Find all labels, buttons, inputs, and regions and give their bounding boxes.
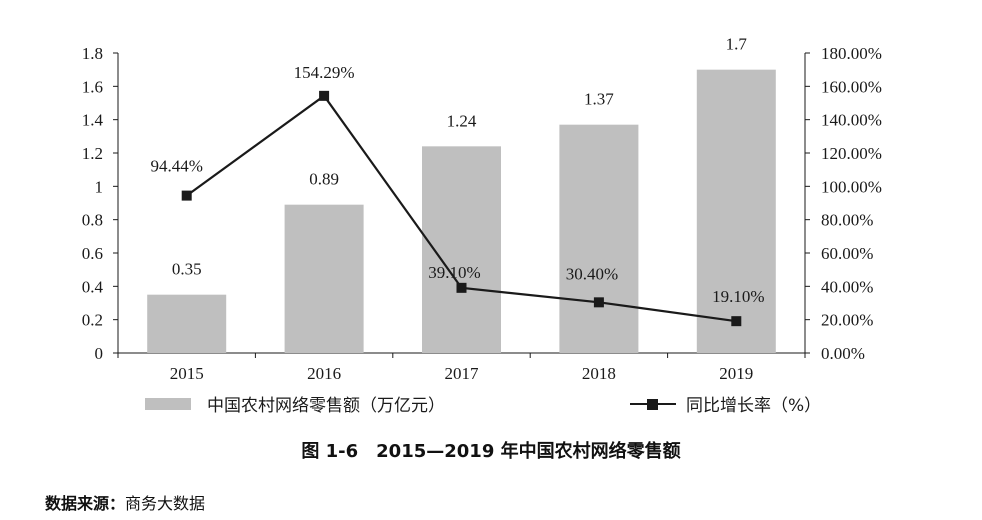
bar-data-label: 1.37 [584,90,614,109]
y-left-tick-label: 1.8 [82,44,103,63]
y-left-tick-label: 1.6 [82,77,103,96]
y-right-tick-label: 140.00% [821,111,882,130]
y-left-tick-label: 1.4 [82,111,104,130]
y-left-tick-label: 0 [95,344,104,363]
y-right-tick-label: 20.00% [821,311,873,330]
legend-line-label: 同比增长率（%） [686,396,822,416]
x-tick-label: 2018 [582,364,616,383]
line-point-marker [456,282,467,293]
legend-bar-series: 中国农村网络零售额（万亿元） [145,391,445,416]
legend-line-series: 同比增长率（%） [630,391,821,416]
y-left-tick-label: 0.4 [82,277,104,296]
x-tick-label: 2016 [307,364,341,383]
bar-data-label: 0.35 [172,260,202,279]
y-right-tick-label: 180.00% [821,44,882,63]
line-point-marker [181,190,192,201]
x-tick-label: 2015 [170,364,204,383]
data-source: 数据来源：商务大数据 [45,490,205,514]
y-left-tick-label: 1 [95,177,104,196]
y-right-tick-label: 160.00% [821,77,882,96]
y-left-tick-label: 0.2 [82,311,103,330]
y-right-tick-label: 100.00% [821,177,882,196]
bar [147,294,227,353]
y-left-tick-label: 1.2 [82,144,103,163]
y-left-tick-label: 0.8 [82,211,103,230]
bar [559,124,639,354]
line-data-label: 94.44% [150,157,202,176]
y-right-tick-label: 40.00% [821,277,873,296]
bar [284,204,364,353]
line-point-marker [593,297,604,308]
bar [696,69,776,354]
figure-caption: 图 1-6 2015—2019 年中国农村网络零售额 [301,441,681,462]
y-right-tick-label: 60.00% [821,244,873,263]
y-right-tick-label: 80.00% [821,211,873,230]
bar-data-label: 1.24 [447,111,477,130]
legend-bar-label: 中国农村网络零售额（万亿元） [207,396,445,416]
line-data-label: 39.10% [428,263,480,282]
y-right-tick-label: 0.00% [821,344,865,363]
y-right-tick-label: 120.00% [821,144,882,163]
bar-data-label: 0.89 [309,170,339,189]
line-data-label: 154.29% [294,63,355,82]
x-tick-label: 2017 [445,364,480,383]
line-data-label: 19.10% [712,287,764,306]
legend-line-marker [630,397,676,411]
legend-bar-swatch [145,397,191,410]
line-point-marker [319,90,330,101]
x-tick-label: 2019 [719,364,753,383]
line-data-label: 30.40% [566,264,618,283]
source-label: 数据来源： [45,494,126,513]
line-point-marker [731,316,742,327]
source-text: 商务大数据 [125,494,206,513]
y-left-tick-label: 0.6 [82,244,103,263]
bar-data-label: 1.7 [726,35,748,54]
